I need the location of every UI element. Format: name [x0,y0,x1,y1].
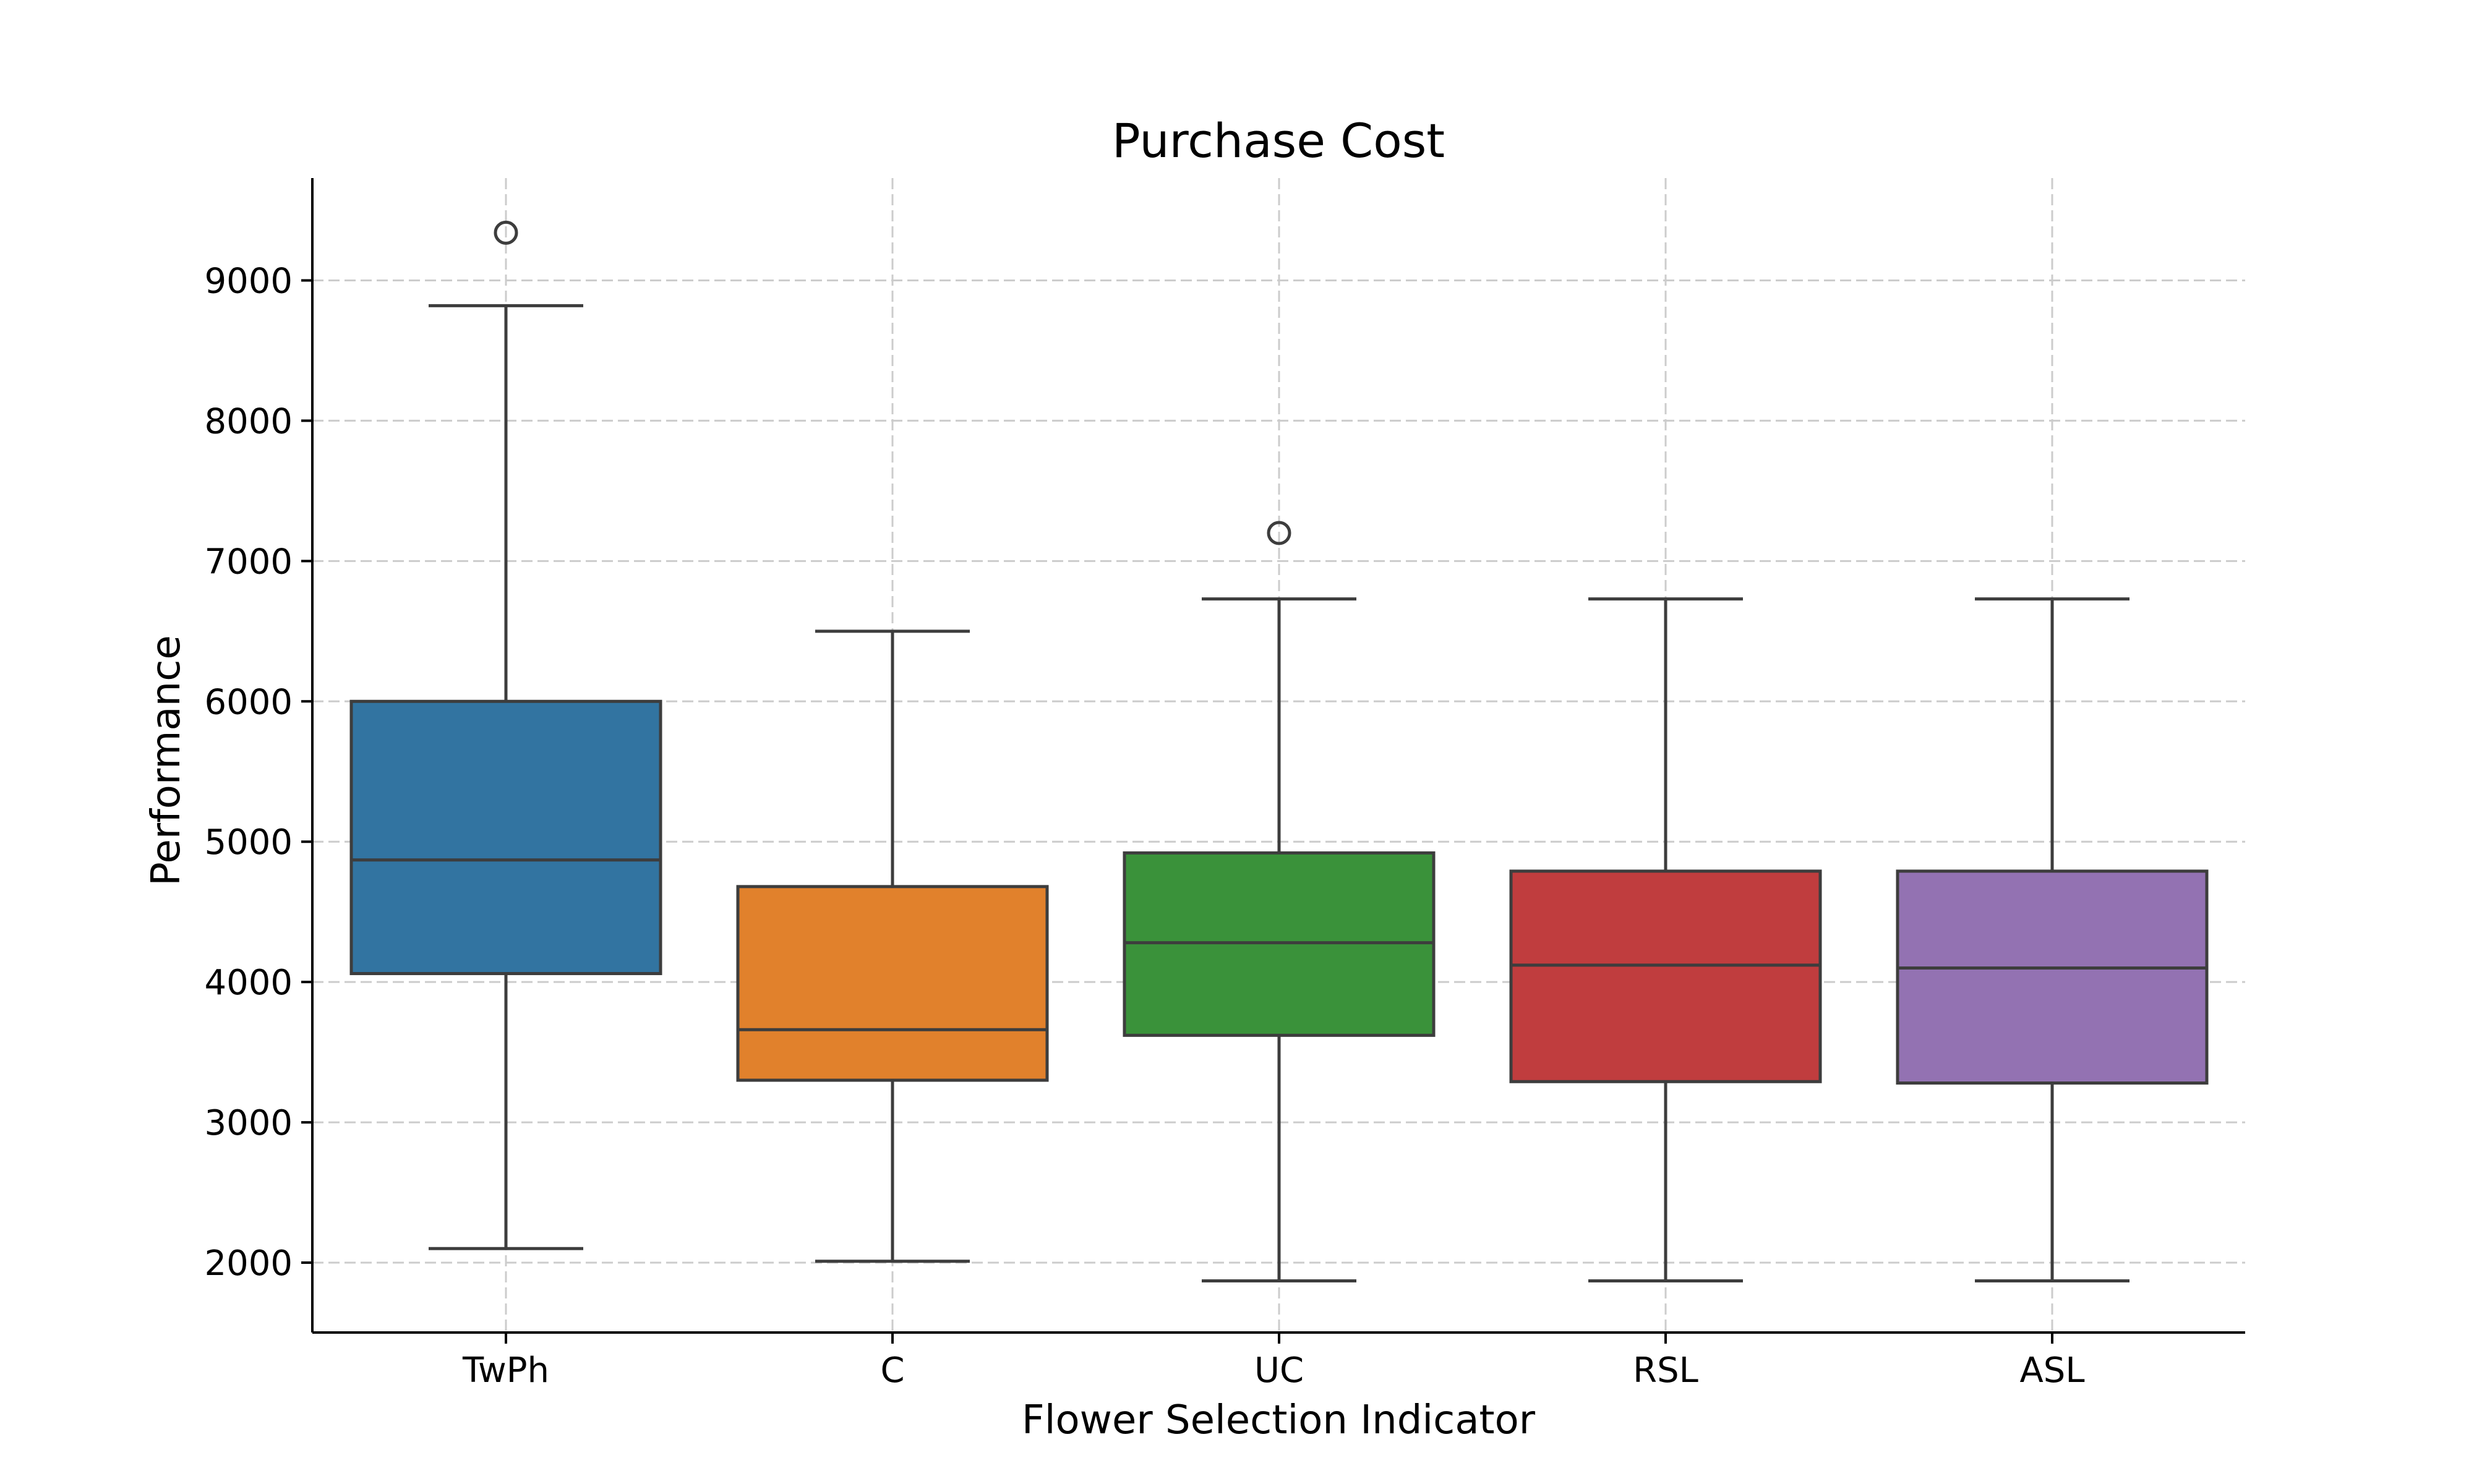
iqr-box [349,699,662,976]
y-tick-label: 3000 [204,1103,293,1143]
y-axis-label: Performance [143,635,189,886]
outlier-point [1267,521,1291,545]
tick-labels: 2000 3000 4000 5000 6000 7000 8000 9000 TwPh C UC R… [204,261,2084,1391]
box-twph [349,220,662,1250]
y-tick-label: 5000 [204,822,293,863]
x-tick-label: TwPh [462,1350,549,1391]
box-rsl [1509,597,1822,1283]
y-tick-label: 7000 [204,542,293,582]
x-tick-label: RSL [1633,1350,1698,1391]
outlier-point [494,220,518,245]
x-tick-label: C [880,1350,904,1391]
x-axis-label: Flower Selection Indicator [1022,1397,1536,1443]
box-series [349,220,2209,1283]
box-uc [1123,521,1436,1283]
y-tick-label: 9000 [204,261,293,301]
iqr-box [736,885,1049,1082]
box-asl [1896,597,2209,1283]
y-tick-label: 4000 [204,963,293,1003]
x-tick-label: ASL [2019,1350,2084,1391]
box-c [736,629,1049,1263]
y-tick-label: 6000 [204,682,293,722]
iqr-box [1896,869,2209,1085]
y-tick-label: 2000 [204,1243,293,1284]
chart-title: Purchase Cost [1112,113,1445,168]
iqr-box [1509,869,1822,1083]
x-tick-label: UC [1254,1350,1304,1391]
y-tick-label: 8000 [204,401,293,441]
